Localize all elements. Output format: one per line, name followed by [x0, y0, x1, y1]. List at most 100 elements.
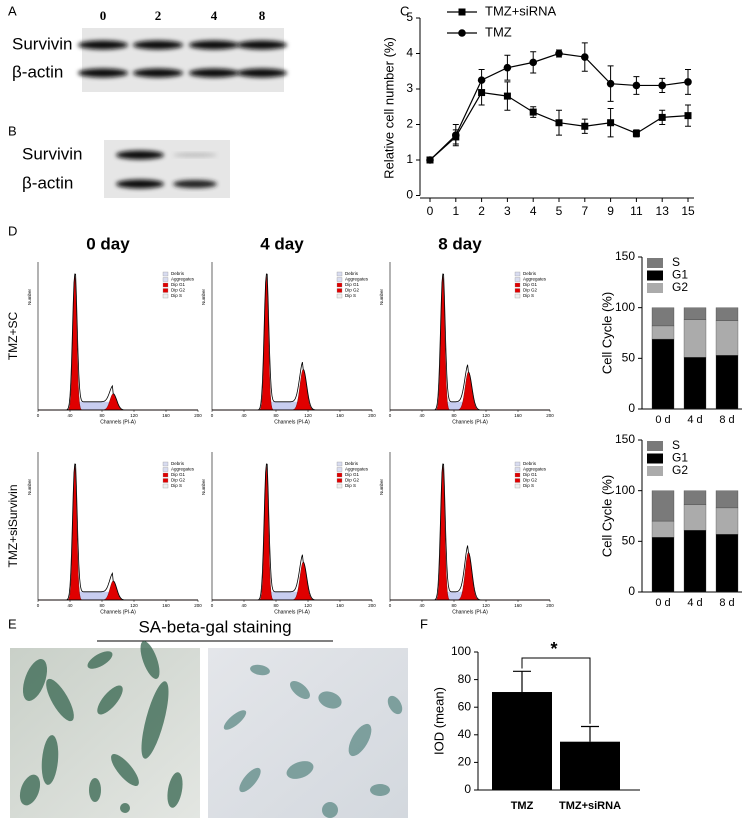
legend-swatch: [514, 277, 521, 282]
legend-label: G1: [672, 268, 688, 282]
blot-band: [78, 68, 128, 78]
legend-swatch: [162, 472, 169, 478]
legend-swatch: [162, 288, 169, 293]
legend-swatch: [162, 277, 169, 282]
marker: [458, 29, 466, 37]
panel-label: D: [8, 223, 17, 238]
legend-label: Dip G1: [345, 472, 360, 477]
cell: [120, 803, 130, 813]
y-tick-label: 3: [406, 81, 413, 95]
cell: [250, 664, 270, 676]
legend-label: Dip G2: [171, 288, 186, 293]
legend-label: Debris: [523, 461, 537, 466]
legend-swatch: [514, 478, 521, 483]
legend-label: Dip G1: [171, 472, 186, 477]
x-tick-label: 200: [368, 603, 376, 608]
x-tick-label: 120: [130, 603, 138, 608]
y-axis-label: Relative cell number (%): [381, 37, 396, 179]
marker: [529, 58, 537, 67]
day-title: 0 day: [86, 234, 130, 253]
bar-segment: [651, 537, 675, 593]
legend-swatch: [647, 283, 663, 293]
legend-label: TMZ+siRNA: [485, 3, 556, 18]
axis-label: Channels (PI-A): [100, 609, 136, 615]
legend-label: Debris: [345, 461, 359, 466]
group-label: TMZ+siSurvivin: [6, 484, 20, 567]
blot-band: [173, 180, 217, 188]
legend-label: Dip S: [523, 293, 534, 298]
x-tick-label: 15: [681, 204, 695, 218]
legend-swatch: [336, 271, 343, 277]
legend-swatch: [336, 282, 343, 288]
bar-segment: [683, 357, 707, 410]
y-axis-label: IOD (mean): [431, 687, 446, 755]
bar-segment: [683, 530, 707, 593]
cell: [290, 681, 310, 699]
x-tick-label: 120: [482, 603, 490, 608]
cell: [111, 754, 139, 786]
y-tick-label: 0: [628, 401, 635, 415]
marker: [684, 78, 692, 86]
legend-label: Aggregates: [523, 467, 547, 472]
legend-label: Dip G1: [523, 472, 538, 477]
error-bar: [513, 670, 531, 693]
x-tick-label: 200: [194, 603, 202, 608]
legend-label: Aggregates: [523, 277, 547, 282]
axis-label: Number: [201, 479, 206, 496]
axis-label: Number: [379, 289, 384, 306]
x-tick-label: 0: [37, 603, 40, 608]
x-tick-label: 0: [389, 603, 392, 608]
panel-label: F: [420, 616, 428, 631]
marker: [632, 129, 640, 137]
x-tick-label: 160: [336, 603, 344, 608]
x-tick-label: 200: [368, 413, 376, 418]
legend-label: Dip S: [171, 483, 182, 488]
x-tick-label: TMZ: [511, 800, 534, 812]
bar: [560, 741, 620, 790]
panel-title: SA-beta-gal staining: [138, 617, 291, 636]
series-line: [429, 52, 689, 161]
blot-band: [133, 40, 183, 50]
marker: [452, 131, 460, 139]
y-axis-label: Cell Cycle (%): [599, 292, 614, 374]
cell: [318, 691, 342, 709]
blot-band: [78, 40, 128, 50]
legend-swatch: [336, 472, 343, 478]
x-tick-label: 80: [273, 413, 279, 418]
legend-label: Aggregates: [345, 277, 369, 282]
x-tick-label: 8 d: [719, 597, 734, 609]
bar-segment: [683, 307, 707, 320]
cell: [19, 774, 41, 806]
y-tick-label: 80: [458, 672, 472, 686]
x-tick-label: 80: [273, 603, 279, 608]
group-label: TMZ+SC: [6, 312, 20, 361]
blot-band: [189, 40, 239, 50]
legend-swatch: [336, 277, 343, 282]
y-tick-label: 0: [628, 584, 635, 598]
marker: [581, 122, 589, 130]
marker: [607, 119, 615, 127]
y-tick-label: 0: [406, 188, 413, 202]
y-tick-label: 50: [622, 351, 636, 365]
y-tick-label: 150: [615, 249, 635, 263]
bar-segment: [651, 490, 675, 522]
lane-label: 8: [259, 8, 266, 23]
cell: [22, 659, 48, 701]
marker: [606, 79, 615, 88]
y-tick-label: 40: [458, 727, 472, 741]
cell: [167, 772, 183, 808]
x-tick-label: 1: [452, 204, 459, 218]
marker: [426, 156, 434, 164]
cell: [46, 678, 74, 722]
legend-swatch: [162, 271, 169, 277]
cell: [97, 685, 123, 715]
bar-segment: [683, 319, 707, 358]
x-tick-label: 0: [37, 413, 40, 418]
blot-band: [116, 179, 164, 189]
cell: [140, 641, 160, 679]
x-tick-label: 0 d: [655, 414, 670, 426]
x-tick-label: 4 d: [687, 597, 702, 609]
legend-swatch: [514, 271, 521, 277]
marker: [503, 63, 512, 72]
